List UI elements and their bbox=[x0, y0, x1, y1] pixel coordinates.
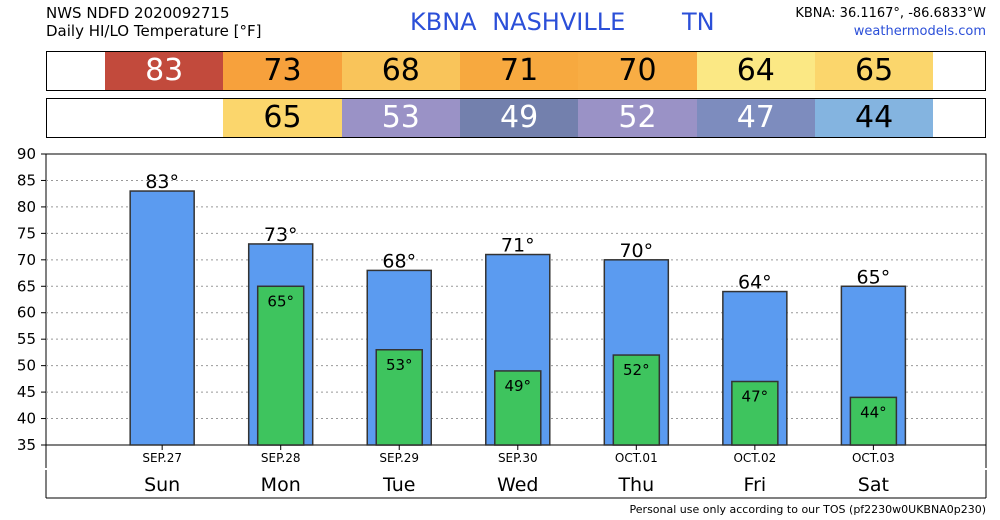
y-tick-label: 85 bbox=[17, 171, 36, 189]
x-day-label: Sun bbox=[144, 474, 180, 496]
lo-temp-cell: 65 bbox=[223, 99, 342, 137]
lo-temp-cell: 47 bbox=[696, 99, 815, 137]
x-date-label: SEP.27 bbox=[142, 451, 182, 465]
station-state: TN bbox=[682, 8, 715, 36]
x-day-label: Tue bbox=[382, 474, 415, 496]
lo-temperature-table: 65 53 49 52 47 44 bbox=[46, 98, 986, 138]
hi-data-label: 71° bbox=[501, 235, 535, 257]
hi-temp-cell: 73 bbox=[223, 52, 342, 90]
x-day-label: Sat bbox=[858, 474, 889, 496]
y-tick-label: 70 bbox=[17, 251, 36, 269]
hi-data-label: 64° bbox=[738, 272, 772, 294]
lo-temp-cell: 49 bbox=[459, 99, 579, 137]
lo-data-label: 53° bbox=[386, 356, 413, 374]
hi-bar bbox=[129, 190, 195, 446]
x-day-label: Fri bbox=[744, 474, 767, 496]
hi-data-label: 65° bbox=[857, 266, 891, 288]
station-name: KBNA NASHVILLE bbox=[410, 8, 626, 36]
y-tick-label: 65 bbox=[17, 277, 36, 295]
x-day-label: Mon bbox=[261, 474, 301, 496]
lo-bar bbox=[731, 380, 779, 446]
hi-temp-cell: 71 bbox=[459, 52, 579, 90]
lo-bar bbox=[612, 354, 661, 446]
hi-temp-cell: 65 bbox=[814, 52, 934, 90]
lo-data-label: 49° bbox=[504, 377, 531, 395]
station-coordinates: KBNA: 36.1167°, -86.6833°W bbox=[795, 6, 986, 21]
x-date-label: SEP.30 bbox=[498, 451, 538, 465]
lo-bar bbox=[375, 349, 423, 446]
hi-data-label: 68° bbox=[382, 250, 416, 272]
y-tick-label: 80 bbox=[17, 198, 36, 216]
lo-data-label: 52° bbox=[623, 361, 650, 379]
x-date-label: OCT.02 bbox=[733, 451, 776, 465]
hi-temp-cell: 83 bbox=[105, 52, 224, 90]
x-date-label: SEP.28 bbox=[261, 451, 301, 465]
site-link[interactable]: weathermodels.com bbox=[853, 24, 986, 39]
chart-subtitle: Daily HI/LO Temperature [°F] bbox=[46, 22, 262, 40]
y-tick-label: 55 bbox=[17, 330, 36, 348]
y-tick-label: 75 bbox=[17, 224, 36, 242]
hi-data-label: 70° bbox=[619, 240, 653, 262]
lo-temp-cell: 44 bbox=[814, 99, 934, 137]
footer-tos: Personal use only according to our TOS (… bbox=[629, 503, 986, 516]
hi-temp-cell: 64 bbox=[696, 52, 815, 90]
lo-data-label: 47° bbox=[742, 388, 769, 406]
lo-bar bbox=[256, 285, 305, 446]
lo-temp-cell: 52 bbox=[578, 99, 697, 137]
lo-bar bbox=[494, 370, 542, 446]
lo-temp-cell bbox=[105, 99, 224, 137]
lo-data-label: 44° bbox=[860, 403, 887, 421]
x-date-label: SEP.29 bbox=[379, 451, 419, 465]
y-tick-label: 90 bbox=[17, 145, 36, 163]
product-title: NWS NDFD 2020092715 bbox=[46, 4, 230, 22]
x-day-label: Thu bbox=[617, 474, 654, 496]
hi-data-label: 83° bbox=[145, 171, 179, 193]
hi-temp-cell: 68 bbox=[341, 52, 460, 90]
lo-data-label: 65° bbox=[267, 292, 294, 310]
hi-data-label: 73° bbox=[264, 224, 298, 246]
y-tick-label: 40 bbox=[17, 410, 36, 428]
y-tick-label: 60 bbox=[17, 304, 36, 322]
x-day-label: Wed bbox=[497, 474, 538, 496]
y-tick-label: 35 bbox=[17, 436, 36, 454]
y-tick-label: 45 bbox=[17, 383, 36, 401]
x-date-label: OCT.03 bbox=[852, 451, 895, 465]
y-tick-label: 50 bbox=[17, 357, 36, 375]
x-date-label: OCT.01 bbox=[615, 451, 658, 465]
hi-temperature-table: 83 73 68 71 70 64 65 bbox=[46, 51, 986, 91]
hi-temp-cell: 70 bbox=[578, 52, 697, 90]
lo-temp-cell: 53 bbox=[341, 99, 460, 137]
